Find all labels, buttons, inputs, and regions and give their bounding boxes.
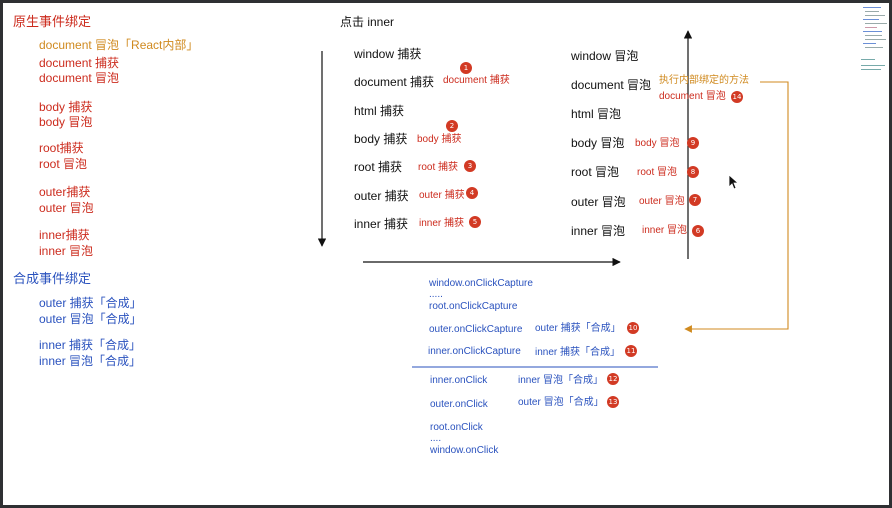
step-badge-13: 13 [607, 396, 619, 408]
diagram-canvas: 原生事件绑定 document 冒泡「React内部」 document 捕获 … [3, 3, 889, 505]
step-badge-2: 2 [446, 120, 458, 132]
syn-window-click: window.onClick [430, 445, 499, 456]
right-html-bubble: html 冒泡 [571, 107, 622, 121]
right-inner-bubble: inner 冒泡 [571, 224, 626, 238]
left-outer-bubble-syn: outer 冒泡「合成」 [39, 312, 142, 326]
left-inner-capture-syn: inner 捕获「合成」 [39, 338, 142, 352]
exec-inner-handler-note: 执行内部绑定的方法 [659, 75, 749, 86]
left-outer-capture: outer捕获 [39, 185, 91, 199]
left-document-bubble: document 冒泡 [39, 71, 120, 85]
center-root-capture-note: root 捕获 [418, 162, 459, 173]
left-inner-bubble-syn: inner 冒泡「合成」 [39, 354, 142, 368]
step-badge-10: 10 [627, 322, 639, 334]
right-body-bubble-note: body 冒泡 [635, 138, 680, 149]
center-outer-capture: outer 捕获 [354, 189, 409, 203]
right-inner-bubble-note: inner 冒泡 [642, 225, 688, 236]
syn-inner-click: inner.onClick [430, 375, 488, 386]
step-badge-4: 4 [466, 187, 478, 199]
right-body-bubble: body 冒泡 [571, 136, 625, 150]
left-inner-bubble: inner 冒泡 [39, 244, 94, 258]
syn-dots-bottom: .... [430, 433, 442, 444]
document-react-bubble: document 冒泡「React内部」 [39, 38, 199, 52]
step-badge-5: 5 [469, 216, 481, 228]
step-badge-9: 9 [687, 137, 699, 149]
step-badge-1: 1 [460, 62, 472, 74]
right-root-bubble-note: root 冒泡 [637, 167, 678, 178]
left-outer-capture-syn: outer 捕获「合成」 [39, 296, 142, 310]
center-inner-capture: inner 捕获 [354, 217, 409, 231]
left-outer-bubble: outer 冒泡 [39, 201, 94, 215]
step-badge-6: 6 [692, 225, 704, 237]
click-inner-title: 点击 inner [340, 15, 395, 29]
center-body-capture-note: body 捕获 [417, 134, 462, 145]
left-body-bubble: body 冒泡 [39, 115, 93, 129]
right-outer-bubble: outer 冒泡 [571, 195, 626, 209]
syn-inner-capture: inner.onClickCapture [428, 346, 521, 357]
step-badge-8: 8 [687, 166, 699, 178]
right-root-bubble: root 冒泡 [571, 165, 620, 179]
left-root-bubble: root 冒泡 [39, 157, 88, 171]
syn-outer-capture: outer.onClickCapture [429, 324, 523, 335]
left-root-capture: root捕获 [39, 141, 84, 155]
syn-outer-click: outer.onClick [430, 399, 488, 410]
syn-inner-click-note: inner 冒泡「合成」 [518, 375, 604, 386]
syn-inner-capture-note: inner 捕获「合成」 [535, 347, 621, 358]
minimap-thumbnail [859, 3, 889, 81]
syn-outer-click-note: outer 冒泡「合成」 [518, 397, 604, 408]
syn-outer-capture-note: outer 捕获「合成」 [535, 323, 621, 334]
syn-root-capture: root.onClickCapture [429, 301, 518, 312]
step-badge-14: 14 [731, 91, 743, 103]
syn-dots-top: ..... [429, 289, 443, 300]
center-document-capture: document 捕获 [354, 75, 435, 89]
step-badge-7: 7 [689, 194, 701, 206]
center-window-capture: window 捕获 [354, 47, 422, 61]
left-document-capture: document 捕获 [39, 56, 120, 70]
center-inner-capture-note: inner 捕获 [419, 218, 465, 229]
left-inner-capture: inner捕获 [39, 228, 90, 242]
right-outer-bubble-note: outer 冒泡 [639, 196, 685, 207]
center-document-capture-note: document 捕获 [443, 75, 510, 86]
left-body-capture: body 捕获 [39, 100, 93, 114]
right-window-bubble: window 冒泡 [571, 49, 639, 63]
step-badge-3: 3 [464, 160, 476, 172]
right-document-bubble-note: document 冒泡 [659, 91, 726, 102]
step-badge-11: 11 [625, 345, 637, 357]
exec-connector [684, 81, 789, 333]
center-body-capture: body 捕获 [354, 132, 408, 146]
mouse-cursor-icon [728, 174, 739, 190]
flow-lines [317, 30, 789, 368]
native-binding-title: 原生事件绑定 [13, 14, 92, 29]
syn-root-click: root.onClick [430, 422, 483, 433]
center-outer-capture-note: outer 捕获 [419, 190, 465, 201]
center-html-capture: html 捕获 [354, 104, 405, 118]
step-badge-12: 12 [607, 373, 619, 385]
right-document-bubble: document 冒泡 [571, 78, 652, 92]
synthetic-binding-title: 合成事件绑定 [13, 271, 92, 286]
center-root-capture: root 捕获 [354, 160, 403, 174]
syn-window-capture: window.onClickCapture [429, 278, 533, 289]
